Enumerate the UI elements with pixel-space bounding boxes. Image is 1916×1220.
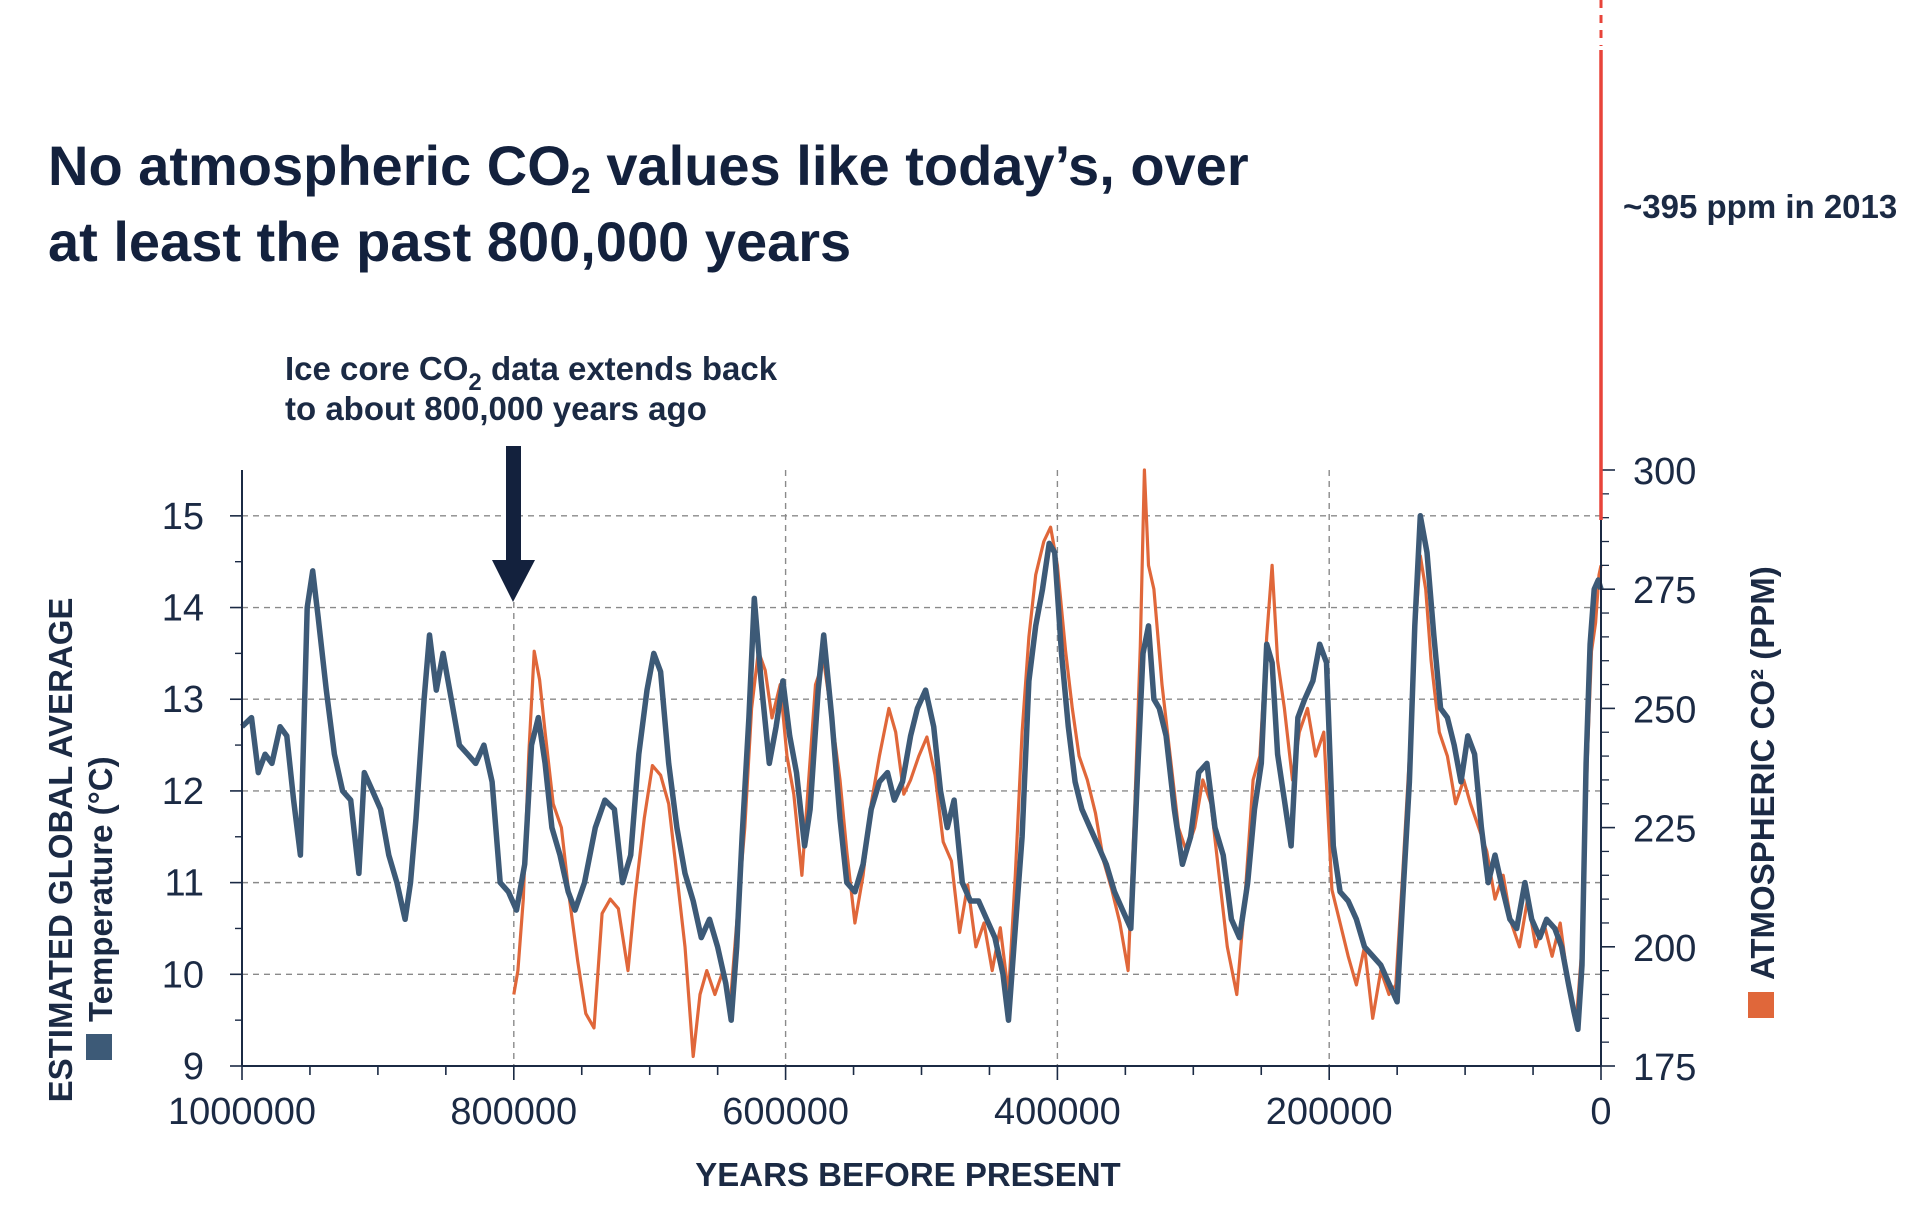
y-right-axis-title: ATMOSPHERIC CO² (PPM) — [1744, 566, 1781, 980]
y-right-tick-label: 250 — [1633, 689, 1696, 731]
y-right-axis-title-group: ATMOSPHERIC CO² (PPM) — [1744, 566, 1781, 1018]
temperature-series — [240, 513, 1604, 1033]
x-tick-label: 600000 — [722, 1091, 849, 1133]
title-line1: No atmospheric CO2 values like today’s, … — [48, 134, 1249, 201]
temperature-legend-swatch — [86, 1034, 112, 1060]
tick-labels: 1000000 800000 600000 400000 200000 0 9 10 11 12 1… — [162, 451, 1697, 1133]
x-tick-label: 400000 — [994, 1091, 1121, 1133]
chart-title: No atmospheric CO2 values like today’s, … — [48, 128, 1448, 280]
y-right-tick-label: 175 — [1633, 1047, 1696, 1089]
x-tick-label: 200000 — [1266, 1091, 1393, 1133]
down-arrow-icon — [492, 446, 535, 602]
y-left-tick-label: 13 — [162, 679, 204, 721]
y-right-tick-label: 300 — [1633, 451, 1696, 493]
y-left-tick-label: 12 — [162, 771, 204, 813]
x-tick-label: 1000000 — [168, 1091, 316, 1133]
y-right-tick-label: 275 — [1633, 570, 1696, 612]
y-left-tick-label: 9 — [183, 1046, 204, 1088]
x-tick-label: 0 — [1590, 1091, 1611, 1133]
axes — [230, 469, 1615, 1080]
x-tick-label: 800000 — [450, 1091, 577, 1133]
y-left-axis-title-line2-group: Temperature (°C) — [82, 756, 119, 1060]
temperature-line — [240, 513, 1604, 1033]
co2-legend-swatch — [1748, 992, 1774, 1018]
y-right-tick-label: 200 — [1633, 928, 1696, 970]
y-left-tick-label: 10 — [162, 954, 204, 996]
icecore-annotation-line2: to about 800,000 years ago — [285, 390, 707, 427]
x-axis-title: YEARS BEFORE PRESENT — [695, 1156, 1120, 1193]
y-left-tick-label: 11 — [165, 863, 204, 905]
y-left-tick-label: 14 — [162, 588, 204, 630]
y-left-tick-label: 15 — [162, 496, 204, 538]
icecore-annotation-line1: Ice core CO2 data extends back — [285, 350, 778, 396]
annotation-2013: ~395 ppm in 2013 — [1623, 188, 1897, 225]
y-left-axis-title-line2: Temperature (°C) — [82, 756, 119, 1022]
title-line2: at least the past 800,000 years — [48, 210, 852, 273]
co2-line — [512, 468, 1603, 1059]
co2-series — [512, 468, 1603, 1059]
y-left-axis-title-line1: ESTIMATED GLOBAL AVERAGE — [42, 598, 79, 1103]
y-right-tick-label: 225 — [1633, 809, 1696, 851]
